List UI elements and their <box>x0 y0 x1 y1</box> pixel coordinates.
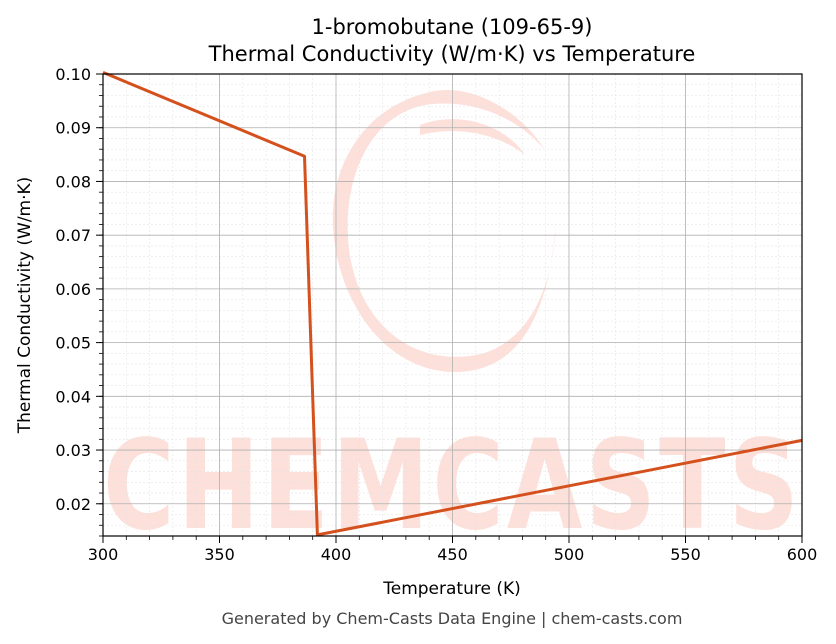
chart-subtitle: Thermal Conductivity (W/m·K) vs Temperat… <box>208 42 696 66</box>
watermark: CHEMCASTS <box>103 89 802 558</box>
x-tick-label: 550 <box>670 545 701 564</box>
footer-credit: Generated by Chem-Casts Data Engine | ch… <box>222 609 683 628</box>
series-line <box>102 71 803 537</box>
x-axis-label: Temperature (K) <box>382 579 521 599</box>
plot-area: CHEMCASTS <box>102 71 803 558</box>
y-tick-label: 0.07 <box>55 226 91 245</box>
y-tick-label: 0.09 <box>55 119 91 138</box>
x-axis: 300 350 400 450 500 550 600 <box>88 536 818 564</box>
x-tick-label: 500 <box>554 545 585 564</box>
x-tick-label: 300 <box>88 545 119 564</box>
y-tick-label: 0.03 <box>55 441 91 460</box>
x-tick-label: 400 <box>321 545 352 564</box>
x-tick-label: 600 <box>787 545 818 564</box>
y-tick-label: 0.05 <box>55 334 91 353</box>
y-tick-label: 0.04 <box>55 387 91 406</box>
chart-title: 1-bromobutane (109-65-9) <box>312 15 593 39</box>
y-axis: 0.02 0.03 0.04 0.05 0.06 0.07 0.08 0.09 0.10 <box>55 65 103 537</box>
watermark-text: CHEMCASTS <box>103 414 802 558</box>
y-tick-label: 0.06 <box>55 280 91 299</box>
y-tick-label: 0.08 <box>55 172 91 191</box>
x-tick-label: 350 <box>204 545 235 564</box>
x-tick-label: 450 <box>437 545 468 564</box>
y-tick-label: 0.02 <box>55 495 91 514</box>
y-axis-label: Thermal Conductivity (W/m·K) <box>15 177 35 435</box>
y-tick-label: 0.10 <box>55 65 91 84</box>
series-layer <box>102 71 803 537</box>
